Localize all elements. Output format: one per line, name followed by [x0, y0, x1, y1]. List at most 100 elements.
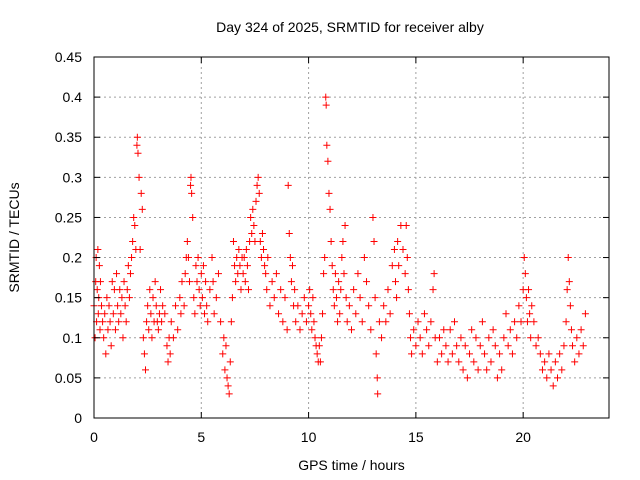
- data-point: [489, 326, 497, 334]
- data-point: [511, 318, 519, 326]
- data-point: [374, 390, 382, 398]
- data-point: [328, 262, 336, 270]
- data-point: [405, 310, 413, 318]
- data-point: [279, 318, 287, 326]
- data-point: [108, 278, 116, 286]
- data-point: [530, 318, 538, 326]
- data-point: [103, 294, 111, 302]
- data-point: [523, 318, 531, 326]
- data-point: [166, 350, 174, 358]
- data-point: [245, 286, 252, 294]
- data-point: [261, 262, 269, 270]
- data-point: [463, 374, 471, 382]
- data-point: [275, 310, 283, 318]
- data-point: [522, 294, 530, 302]
- data-point: [338, 254, 346, 262]
- x-tick-label: 15: [408, 429, 424, 445]
- data-point: [339, 238, 347, 246]
- data-point: [545, 350, 553, 358]
- data-point: [121, 302, 129, 310]
- data-point: [577, 326, 585, 334]
- data-point: [227, 318, 235, 326]
- data-point: [360, 254, 368, 262]
- data-point: [348, 326, 355, 334]
- data-point: [403, 254, 411, 262]
- data-point: [332, 294, 340, 302]
- data-point: [256, 238, 264, 246]
- data-point: [380, 302, 388, 310]
- data-point: [101, 310, 109, 318]
- data-point: [335, 278, 343, 286]
- data-point: [268, 278, 276, 286]
- data-point: [123, 286, 131, 294]
- data-point: [115, 318, 123, 326]
- data-point: [260, 246, 268, 254]
- data-point: [286, 254, 294, 262]
- data-point: [105, 302, 113, 310]
- data-point: [124, 262, 132, 270]
- data-point: [161, 310, 169, 318]
- data-point: [266, 302, 274, 310]
- data-point: [224, 382, 232, 390]
- data-point: [506, 326, 514, 334]
- data-point: [322, 101, 330, 109]
- y-tick-label: 0.45: [55, 49, 82, 65]
- data-point: [410, 326, 418, 334]
- data-point: [423, 326, 431, 334]
- data-point: [566, 302, 574, 310]
- data-point: [167, 318, 175, 326]
- data-point: [184, 254, 192, 262]
- data-point: [164, 358, 172, 366]
- data-point: [341, 221, 349, 229]
- data-point: [176, 294, 184, 302]
- data-point: [375, 318, 383, 326]
- data-point: [321, 254, 329, 262]
- data-point: [142, 366, 149, 374]
- data-point: [206, 286, 214, 294]
- data-point: [113, 270, 121, 278]
- data-point: [159, 302, 167, 310]
- data-point: [496, 350, 504, 358]
- data-point: [264, 254, 272, 262]
- data-point: [196, 302, 204, 310]
- data-point: [191, 310, 199, 318]
- data-point: [478, 318, 486, 326]
- data-point: [114, 302, 122, 310]
- data-point: [337, 286, 345, 294]
- data-point: [388, 262, 396, 270]
- data-point: [367, 326, 375, 334]
- data-point: [128, 254, 136, 262]
- data-point: [356, 294, 364, 302]
- data-point: [370, 238, 378, 246]
- data-point: [146, 286, 154, 294]
- data-point: [253, 181, 261, 189]
- y-tick-label: 0.2: [63, 250, 83, 266]
- data-point: [199, 262, 207, 270]
- data-point: [334, 318, 342, 326]
- data-point: [145, 326, 153, 334]
- data-point: [470, 358, 478, 366]
- data-point: [336, 310, 344, 318]
- data-point: [154, 326, 162, 334]
- data-point: [326, 205, 334, 213]
- data-point: [386, 310, 394, 318]
- x-axis-label: GPS time / hours: [298, 457, 405, 473]
- data-point: [504, 342, 512, 350]
- data-point: [104, 326, 112, 334]
- data-point: [457, 334, 465, 342]
- data-point: [219, 350, 227, 358]
- data-point: [158, 318, 166, 326]
- data-point: [242, 246, 250, 254]
- data-point: [498, 366, 506, 374]
- data-point: [194, 254, 202, 262]
- data-point: [521, 270, 529, 278]
- data-point: [427, 318, 435, 326]
- data-point: [192, 262, 200, 270]
- data-point: [263, 286, 271, 294]
- data-point: [532, 342, 540, 350]
- data-point: [412, 342, 420, 350]
- data-point: [354, 270, 362, 278]
- data-point: [204, 318, 212, 326]
- data-point: [408, 350, 416, 358]
- data-point: [526, 310, 534, 318]
